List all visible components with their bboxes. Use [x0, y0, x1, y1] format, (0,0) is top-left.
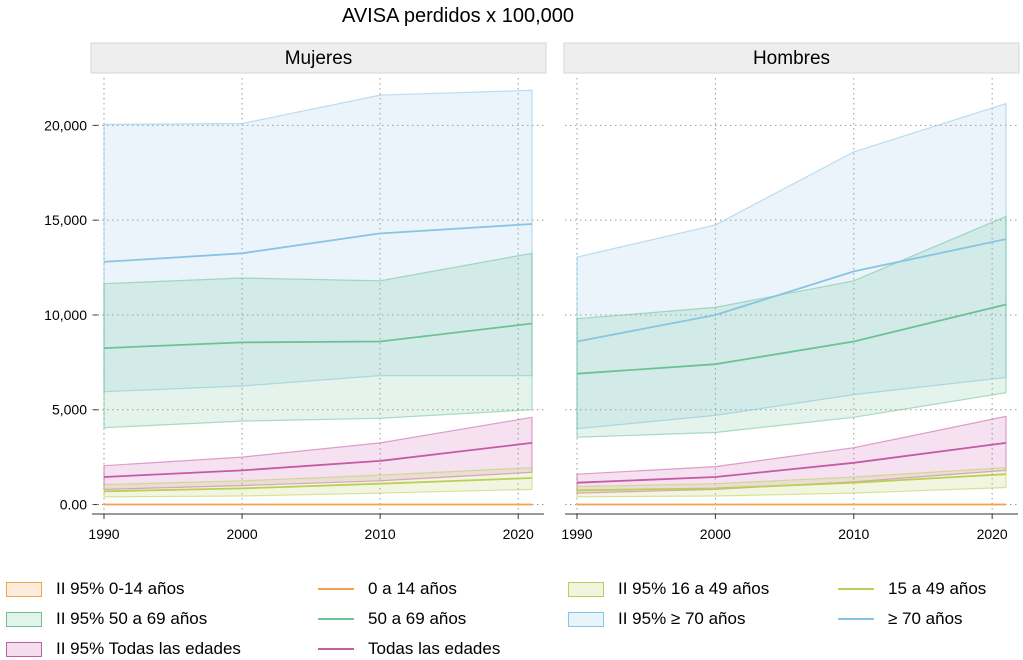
legend-swatch-line-0-14: [318, 588, 354, 590]
legend-label: 15 a 49 años: [888, 579, 987, 598]
legend-label: II 95% 0-14 años: [56, 579, 185, 598]
legend-swatch-line-50-69: [318, 618, 354, 620]
legend-swatch-band-70-plus: [568, 611, 604, 627]
legend-label: II 95% Todas las edades: [56, 639, 241, 658]
chart-svg: AVISA perdidos x 100,000 0.00 5,000 10,000…: [44, 5, 1020, 542]
line-all_ages-mujeres: [103, 442, 533, 478]
legend-label: 50 a 69 años: [368, 609, 467, 628]
x-tick-label: 2020: [503, 526, 534, 542]
legend-label: 0 a 14 años: [368, 579, 457, 598]
y-tick-label: 10,000: [44, 307, 87, 323]
legend-label: II 95% 50 a 69 años: [56, 609, 208, 628]
legend-swatch-band-15-49: [568, 581, 604, 597]
x-tick-label: 1990: [561, 526, 592, 542]
chart-title: AVISA perdidos x 100,000: [342, 5, 574, 27]
x-tick-label: 2000: [700, 526, 731, 542]
line-age_15_49-hombres: [576, 473, 1007, 492]
legend-item-line-70-plus: ≥ 70 años: [838, 608, 963, 630]
x-tick-label: 2010: [838, 526, 869, 542]
legend-label: ≥ 70 años: [888, 609, 963, 628]
panel-title-hombres: Hombres: [753, 48, 830, 69]
legend-swatch-line-15-49: [838, 588, 874, 590]
line-age_70_plus-hombres: [576, 238, 1007, 343]
line-all_ages-hombres: [576, 442, 1007, 484]
line-age_50_69-hombres: [576, 303, 1007, 375]
x-tick-label: 1990: [88, 526, 119, 542]
line-age_70_plus-mujeres: [103, 223, 533, 263]
band-age_50_69-mujeres: [103, 252, 533, 429]
legend-label: II 95% 16 a 49 años: [618, 579, 770, 598]
panel-header-mujeres: [90, 42, 547, 74]
legend-swatch-band-all-ages: [6, 641, 42, 657]
panel-header-hombres: [563, 42, 1020, 74]
y-tick-label: 5,000: [52, 402, 87, 418]
legend-item-band-50-69: II 95% 50 a 69 años: [6, 608, 207, 630]
y-tick-label: 15,000: [44, 212, 87, 228]
y-tick-label: 20,000: [44, 117, 87, 133]
legend-item-band-15-49: II 95% 16 a 49 años: [568, 578, 769, 600]
legend-item-band-0-14: II 95% 0-14 años: [6, 578, 185, 600]
legend-label: II 95% ≥ 70 años: [618, 609, 746, 628]
band-age_50_69-hombres: [576, 215, 1007, 438]
x-tick-label: 2020: [977, 526, 1008, 542]
legend-swatch-line-all-ages: [318, 648, 354, 650]
legend-item-band-70-plus: II 95% ≥ 70 años: [568, 608, 745, 630]
y-tick-label: 0.00: [60, 497, 87, 513]
legend-swatch-band-0-14: [6, 581, 42, 597]
line-age_15_49-mujeres: [103, 477, 533, 493]
line-age_50_69-mujeres: [103, 322, 533, 349]
x-tick-label: 2000: [226, 526, 257, 542]
legend-item-line-50-69: 50 a 69 años: [318, 608, 466, 630]
x-tick-label: 2010: [365, 526, 396, 542]
legend-item-line-15-49: 15 a 49 años: [838, 578, 986, 600]
legend-item-band-all-ages: II 95% Todas las edades: [6, 638, 241, 660]
legend-swatch-line-70-plus: [838, 618, 874, 620]
legend-item-line-all-ages: Todas las edades: [318, 638, 500, 660]
legend: II 95% 0-14 años 0 a 14 años II 95% 16 a…: [0, 574, 1023, 659]
legend-item-line-0-14: 0 a 14 años: [318, 578, 457, 600]
legend-swatch-band-50-69: [6, 611, 42, 627]
panel-title-mujeres: Mujeres: [285, 48, 353, 69]
legend-label: Todas las edades: [368, 639, 501, 658]
